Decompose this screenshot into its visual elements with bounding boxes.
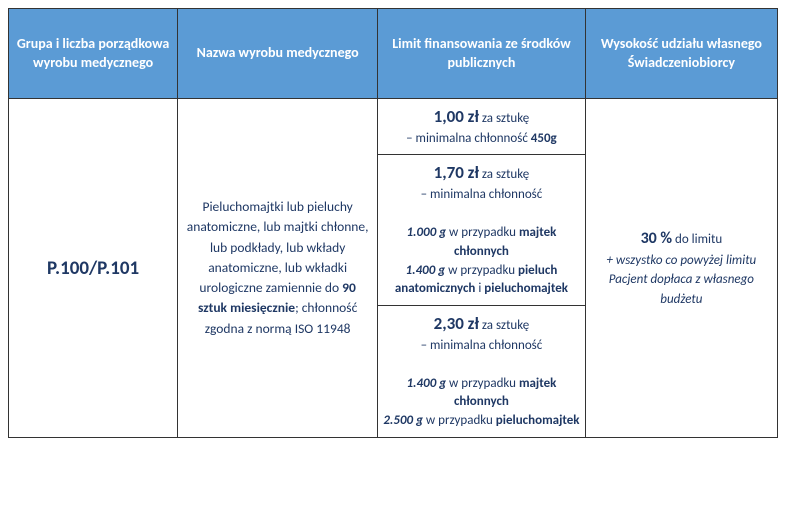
limit-3-d2-mid: w przypadku: [423, 413, 496, 428]
header-col-limit: Limit finansowania ze środków publicznyc…: [378, 9, 586, 99]
limit-2-d2-what2: pieluchomajtek: [484, 281, 568, 296]
limit-2-d2-mid: w przypadku: [445, 263, 518, 278]
limit-2-d2-and: i: [475, 281, 484, 296]
reimbursement-table: Grupa i liczba porządkowa wyrobu medyczn…: [8, 8, 778, 438]
limit-2-per: za sztukę: [479, 167, 529, 182]
limit-sub-1: 1,00 zł za sztukę – minimalna chłonność …: [378, 99, 585, 155]
share-note: + wszystko co powyżej limitu Pacjent dop…: [606, 253, 756, 307]
code-cell: P.100/P.101: [9, 99, 178, 438]
limit-3-price: 2,30 zł: [434, 313, 479, 334]
limit-3-d1-mid: w przypadku: [446, 376, 519, 391]
limit-3-d2-amount: 2.500 g: [383, 413, 423, 428]
limit-2-d2-amount: 1.400 g: [406, 263, 446, 278]
limit-1-price: 1,00 zł: [434, 106, 479, 127]
limit-1-sub-bold: 450g: [531, 131, 557, 146]
limit-2-d1-amount: 1.000 g: [406, 225, 446, 240]
header-col-group: Grupa i liczba porządkowa wyrobu medyczn…: [9, 9, 178, 99]
header-col-name: Nazwa wyrobu medycznego: [178, 9, 378, 99]
limit-3-per: za sztukę: [479, 318, 529, 333]
share-percent: 30 %: [641, 229, 673, 248]
share-to-limit: do limitu: [672, 232, 722, 247]
limit-2-price: 1,70 zł: [434, 162, 479, 183]
limit-1-per: za sztukę: [479, 111, 529, 126]
limit-cell: 1,00 zł za sztukę – minimalna chłonność …: [378, 99, 586, 438]
limit-2-sub-prefix: – minimalna chłonność: [421, 187, 543, 202]
limit-2-d1-mid: w przypadku: [446, 225, 519, 240]
header-row: Grupa i liczba porządkowa wyrobu medyczn…: [9, 9, 778, 99]
limit-1-sub-prefix: – minimalna chłonność: [406, 131, 531, 146]
table-row: P.100/P.101 Pieluchomajtki lub pieluchy …: [9, 99, 778, 438]
limit-3-d2-what: pieluchomajtek: [496, 413, 580, 428]
limit-sub-2: 1,70 zł za sztukę – minimalna chłonność …: [378, 155, 585, 306]
limit-sub-3: 2,30 zł za sztukę – minimalna chłonność …: [378, 306, 585, 437]
limit-3-d1-amount: 1.400 g: [406, 376, 446, 391]
table-header: Grupa i liczba porządkowa wyrobu medyczn…: [9, 9, 778, 99]
limit-3-sub-prefix: – minimalna chłonność: [421, 338, 543, 353]
table-body: P.100/P.101 Pieluchomajtki lub pieluchy …: [9, 99, 778, 438]
share-cell: 30 % do limitu + wszystko co powyżej lim…: [585, 99, 777, 438]
header-col-share: Wysokość udziału własnego Świadczeniobio…: [585, 9, 777, 99]
description-cell: Pieluchomajtki lub pieluchy anatomiczne,…: [178, 99, 378, 438]
